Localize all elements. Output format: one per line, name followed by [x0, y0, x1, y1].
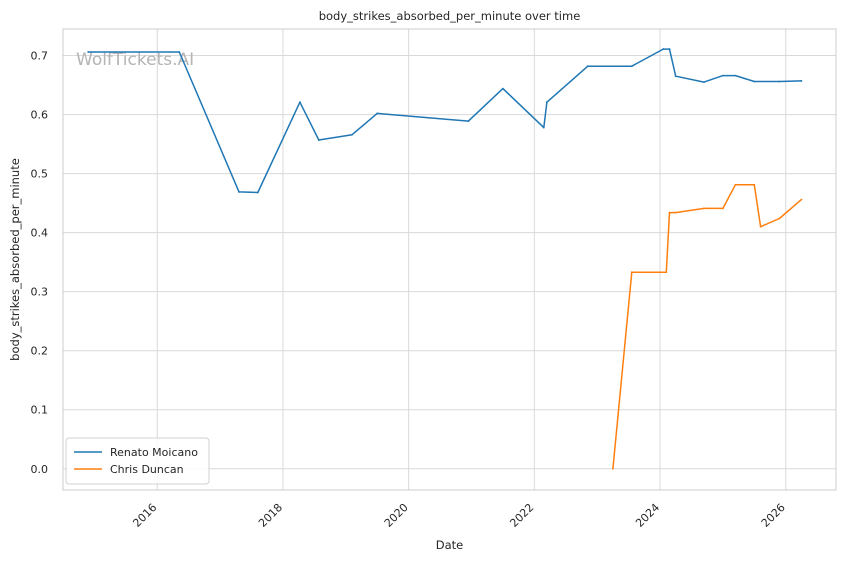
plot-frame: [62, 28, 837, 491]
y-tick-label: 0.7: [31, 50, 49, 63]
y-tick-label: 0.6: [31, 109, 49, 122]
y-tick-label: 0.4: [31, 227, 49, 240]
y-tick-label: 0.5: [31, 168, 49, 181]
legend-box: [65, 437, 210, 485]
legend-label: Renato Moicano: [110, 446, 198, 459]
series-1-point: [734, 74, 737, 77]
series-2-point: [734, 183, 737, 186]
grid: [63, 29, 836, 490]
series-2-point: [800, 198, 803, 201]
series-1-point: [542, 126, 545, 129]
series-1-point: [662, 48, 665, 50]
series-1-point: [630, 65, 633, 68]
series-1-point: [467, 120, 470, 122]
y-axis-title: body_strikes_absorbed_per_minute: [8, 158, 22, 361]
series-1-point: [703, 81, 705, 84]
watermark-text: WolfTickets.AI: [76, 50, 194, 70]
chart-title: body_strikes_absorbed_per_minute over ti…: [319, 9, 581, 23]
series-1-point: [668, 48, 671, 50]
series-2-point: [753, 183, 756, 186]
series-2-point: [703, 207, 705, 210]
series-2-point: [668, 211, 671, 214]
plot-area: [63, 29, 836, 490]
series-2-point: [611, 467, 614, 470]
series-1-point: [721, 74, 724, 77]
series-1-point: [674, 75, 677, 78]
x-axis-title: Date: [436, 538, 464, 552]
series-1-point: [546, 101, 548, 104]
series-1-point: [178, 51, 181, 53]
y-tick-label: 0.1: [31, 404, 49, 417]
series-2-point: [778, 217, 781, 220]
series-2-point: [721, 207, 724, 210]
y-tick-label: 0.0: [31, 463, 49, 476]
series-1-point: [256, 191, 259, 194]
series-1-point: [800, 80, 803, 82]
series-1-point: [351, 133, 353, 136]
series-1-point: [376, 112, 379, 115]
series-1-point: [299, 101, 301, 104]
series-1-point: [778, 80, 781, 83]
series-1-point: [502, 87, 504, 90]
series-1-point: [87, 51, 90, 53]
series-1-point: [238, 191, 240, 193]
series-2-point: [759, 225, 762, 228]
series-2-point: [665, 271, 668, 274]
series-2-point: [674, 211, 677, 214]
legend: Renato Moicano Chris Duncan: [65, 437, 210, 485]
series-1-point: [317, 139, 320, 141]
y-tick-label: 0.2: [31, 345, 49, 358]
series-1-point: [586, 65, 589, 68]
legend-label: Chris Duncan: [110, 463, 184, 476]
series-layer: [87, 48, 803, 470]
series-line-2: [612, 184, 802, 469]
y-tick-label: 0.3: [31, 286, 49, 299]
series-1-point: [753, 80, 756, 83]
series-2-point: [630, 271, 633, 274]
